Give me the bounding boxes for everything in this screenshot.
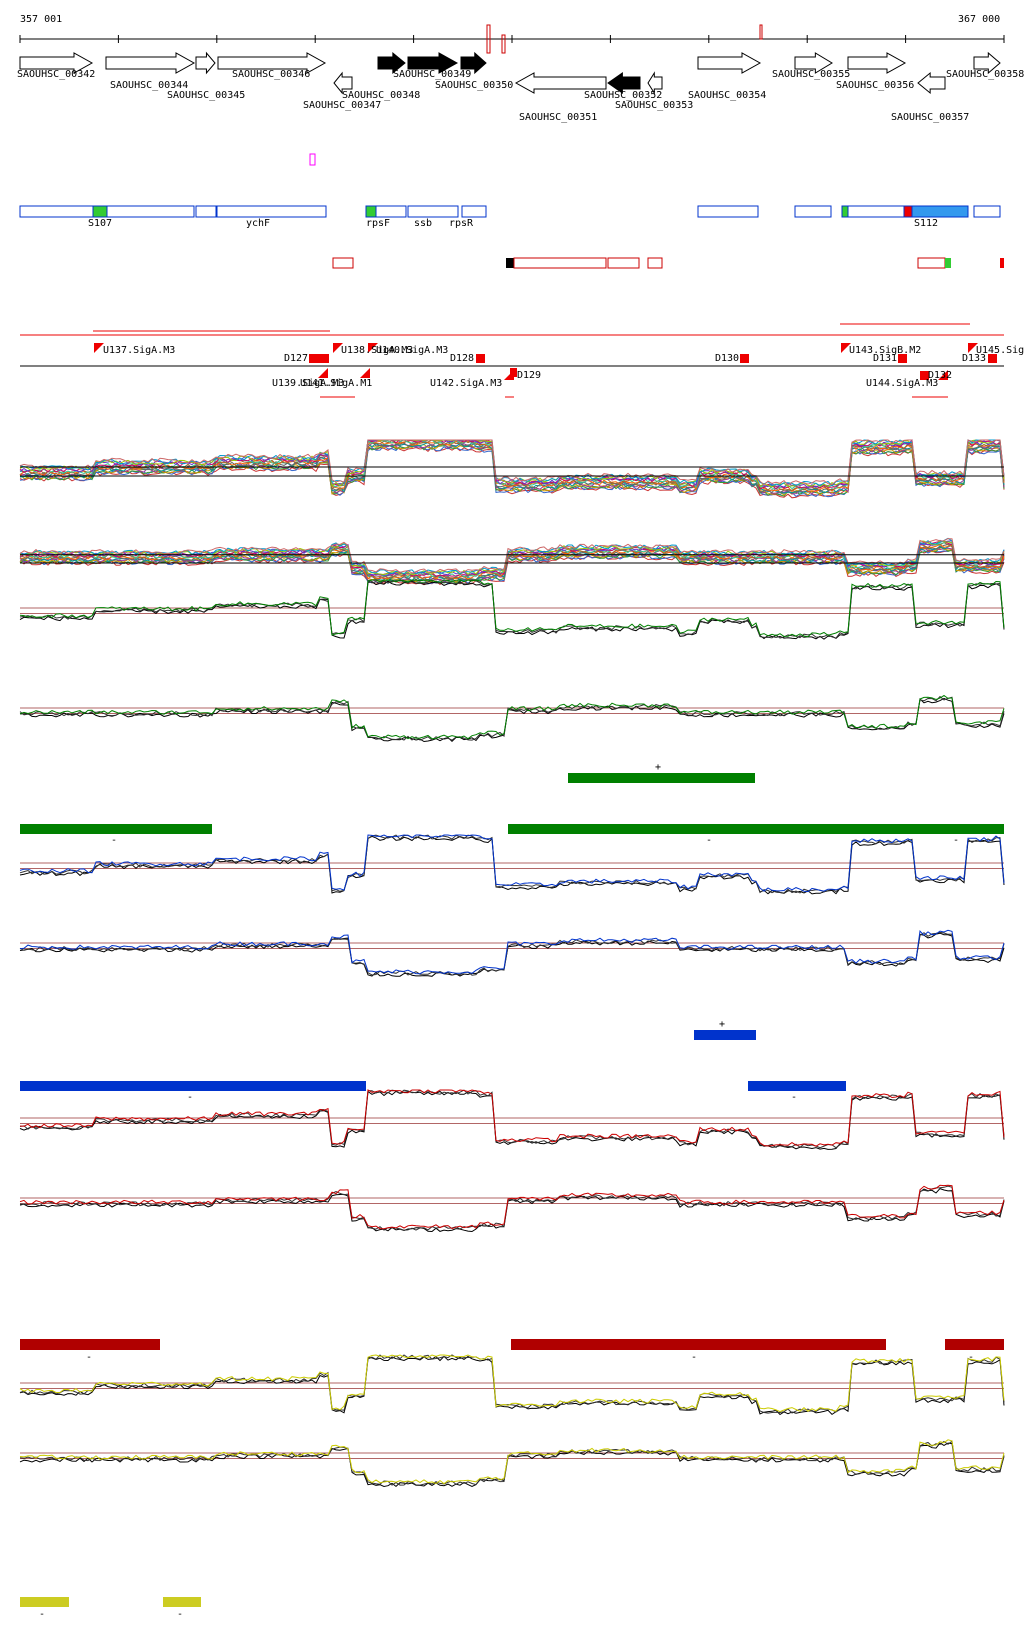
promoter-label: D132: [928, 370, 952, 381]
segment-bar: [748, 1081, 846, 1091]
segment-sign: -: [187, 1092, 193, 1103]
segment-bar: [20, 1597, 69, 1607]
condition-expression-panels: [19, 579, 1005, 1488]
segment-sign-labels: + - - - + - - - - - - -: [39, 762, 974, 1620]
feature-label: S112: [914, 218, 938, 229]
gene-arrow[interactable]: SAOUHSC_00351: [514, 72, 607, 123]
gene-arrow[interactable]: SAOUHSC_00347: [303, 71, 381, 111]
gene-arrow[interactable]: SAOUHSC_00342: [17, 52, 95, 80]
gene-label: SAOUHSC_00351: [519, 112, 597, 123]
segment-sign: -: [86, 1352, 92, 1363]
promoter-label: D128: [450, 353, 474, 364]
gene-label: SAOUHSC_00358: [946, 69, 1024, 80]
promoter-label: U141.SigA.M1: [300, 378, 372, 389]
gene-label: SAOUHSC_00346: [232, 69, 310, 80]
gene-arrow[interactable]: SAOUHSC_00358: [946, 51, 1024, 80]
gene-arrow[interactable]: SAOUHSC_00349: [393, 52, 471, 80]
segment-bar: [568, 773, 755, 783]
genome-ruler: [19, 24, 1005, 54]
segment-bar: [694, 1030, 756, 1040]
segment-sign: -: [706, 835, 712, 846]
promoter-label: D133: [962, 353, 986, 364]
promoter-label: U137.SigA.M3: [103, 345, 175, 356]
gene-arrow[interactable]: SAOUHSC_00354: [688, 52, 766, 101]
promoter-label: U138.SigA.M3: [341, 345, 413, 356]
feature-label: ychF: [246, 218, 270, 229]
gene-arrow[interactable]: SAOUHSC_00353: [615, 71, 693, 111]
start-coordinate: 357 001: [20, 14, 63, 25]
yellow-panel: [19, 1354, 1005, 1488]
gene-arrow[interactable]: SAOUHSC_00346: [217, 52, 327, 80]
segment-bar: [511, 1339, 886, 1350]
magenta-marker: [309, 153, 316, 166]
promoter-label: U140.SigA.M3: [376, 345, 448, 356]
segment-sign: -: [968, 1352, 974, 1363]
gene-label: SAOUHSC_00353: [615, 100, 693, 111]
segment-sign: -: [791, 1092, 797, 1103]
gene-arrow[interactable]: SAOUHSC_00355: [772, 52, 850, 80]
gene-label: SAOUHSC_00352: [584, 90, 662, 101]
promoter-label: U139.SigA.M3: [272, 378, 344, 389]
gene-arrow[interactable]: SAOUHSC_00357: [891, 71, 969, 123]
feature-label: rpsF: [366, 218, 390, 229]
promoter-label: D127: [284, 353, 308, 364]
gene-arrow[interactable]: SAOUHSC_00350: [435, 51, 513, 91]
segment-bar: [20, 824, 212, 834]
segment-sign: -: [691, 1352, 697, 1363]
gene-label: SAOUHSC_00345: [167, 90, 245, 101]
gene-label: SAOUHSC_00357: [891, 112, 969, 123]
promoter-label: D131: [873, 353, 897, 364]
blue-panel: [19, 834, 1005, 977]
antisense-feature-track: [332, 257, 1004, 269]
gene-arrow[interactable]: SAOUHSC_00344: [105, 52, 196, 91]
gene-label: SAOUHSC_00342: [17, 69, 95, 80]
promoter-label: U142.SigA.M3: [430, 378, 502, 389]
gene-label: SAOUHSC_00356: [836, 80, 914, 91]
feature-label: rpsR: [449, 218, 474, 229]
segment-sign: -: [953, 835, 959, 846]
gene-arrow[interactable]: SAOUHSC_00356: [836, 52, 914, 91]
promoter-label: D130: [715, 353, 739, 364]
segment-sign: +: [719, 1019, 725, 1030]
red-panel: [19, 1089, 1005, 1233]
gene-arrow[interactable]: SAOUHSC_00348: [342, 51, 420, 101]
green-panel: [19, 579, 1005, 743]
multi-sample-expression-profiles: [19, 438, 1005, 586]
segment-sign: +: [655, 762, 661, 773]
gene-label: SAOUHSC_00355: [772, 69, 850, 80]
feature-label: S107: [88, 218, 112, 229]
gene-label: SAOUHSC_00350: [435, 80, 513, 91]
gene-label: SAOUHSC_00344: [110, 80, 188, 91]
segment-sign: -: [177, 1609, 183, 1620]
gene-label: SAOUHSC_00348: [342, 90, 420, 101]
segment-bar: [945, 1339, 1004, 1350]
feature-label: ssb: [414, 218, 432, 229]
segment-bar: [20, 1339, 160, 1350]
segment-bar: [508, 824, 1004, 834]
promoter-label: U143.SigB.M2: [849, 345, 921, 356]
gene-label: SAOUHSC_00354: [688, 90, 766, 101]
promoter-label: U145.SigA.M3: [976, 345, 1024, 356]
gene-label: SAOUHSC_00347: [303, 100, 381, 111]
segment-bars: [20, 773, 1004, 1607]
segment-sign: -: [111, 835, 117, 846]
sense-feature-track: S107 ychF rpsF ssb rpsR S112: [19, 205, 1001, 229]
segment-bar: [20, 1081, 366, 1091]
gene-arrow[interactable]: SAOUHSC_00352: [584, 72, 662, 101]
segment-sign: -: [39, 1609, 45, 1620]
promoter-label: D129: [517, 370, 541, 381]
end-coordinate: 367 000: [958, 14, 1001, 25]
gene-label: SAOUHSC_00349: [393, 69, 471, 80]
segment-bar: [163, 1597, 201, 1607]
gene-arrow[interactable]: SAOUHSC_00345: [167, 51, 245, 101]
promoter-label: U144.SigA.M3: [866, 378, 938, 389]
